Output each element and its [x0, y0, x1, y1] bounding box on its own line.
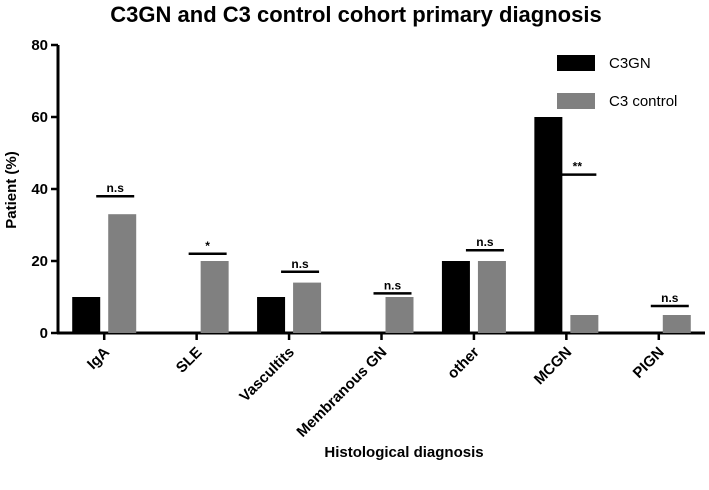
y-tick-label: 20 [31, 253, 48, 270]
bar-c3-control [108, 214, 137, 333]
significance-label: n.s [476, 235, 494, 249]
significance-label: n.s [291, 257, 309, 271]
significance-label: * [205, 239, 210, 253]
significance-label: n.s [107, 181, 125, 195]
significance-label: ** [573, 160, 583, 174]
legend-label: C3 control [609, 93, 677, 110]
category-label: Membranous GN [293, 344, 390, 441]
category-label: IgA [84, 344, 113, 373]
y-tick-label: 60 [31, 109, 48, 126]
bar-c3gn [441, 261, 470, 333]
legend-swatch [557, 55, 595, 71]
legend-label: C3GN [609, 55, 651, 72]
significance-label: n.s [384, 278, 402, 292]
y-tick-label: 0 [40, 325, 48, 342]
x-axis-label: Histological diagnosis [324, 444, 483, 461]
category-label: other [444, 344, 483, 383]
category-label: Vascultits [236, 344, 298, 406]
bar-c3gn [257, 297, 286, 333]
bar-c3-control [385, 297, 414, 333]
y-tick-label: 40 [31, 181, 48, 198]
bar-c3gn [534, 117, 563, 333]
y-tick-label: 80 [31, 37, 48, 54]
chart-title: C3GN and C3 control cohort primary diagn… [110, 2, 601, 27]
bar-c3-control [662, 315, 691, 333]
bar-c3-control [200, 261, 229, 333]
significance-label: n.s [661, 291, 679, 305]
plot-area: 0 20 40 60 80 IgA n.s SLE * Vascultits n.s Membrano… [31, 37, 705, 441]
category-label: SLE [173, 344, 206, 377]
bar-c3-control [570, 315, 599, 333]
bar-c3-control [293, 282, 322, 333]
legend-swatch [557, 93, 595, 109]
y-axis-label: Patient (%) [3, 151, 20, 229]
bar-c3gn [72, 297, 101, 333]
category-label: PIGN [630, 344, 668, 382]
legend: C3GN C3 control [557, 55, 677, 110]
category-label: MCGN [531, 344, 575, 388]
bar-c3-control [477, 261, 506, 333]
